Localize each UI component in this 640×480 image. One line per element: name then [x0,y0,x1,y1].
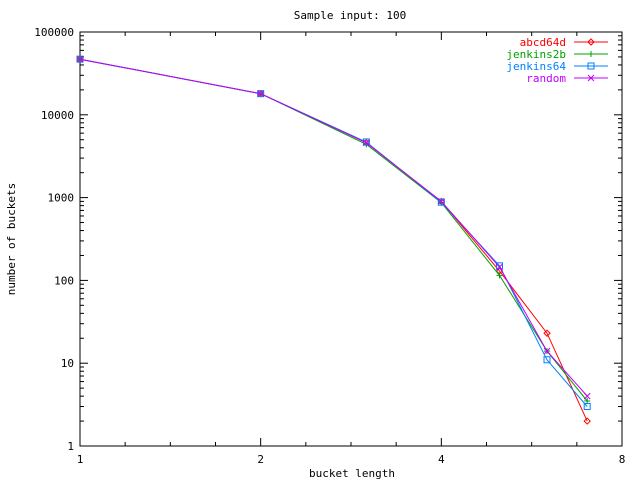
data-point-abcd64d [543,329,551,337]
series-line-jenkins2b [79,58,588,402]
data-point-jenkins64 [583,402,591,410]
x-tick-label: 2 [257,453,264,466]
data-point-random [496,263,503,271]
data-point-random [76,55,84,63]
data-point-jenkins2b [496,272,503,279]
series-layer [76,55,591,425]
y-tick-label: 1 [67,440,74,453]
x-tick-label: 4 [438,453,445,466]
legend-marker-jenkins64 [587,62,595,70]
x-tick-label: 1 [77,453,84,466]
y-tick-label: 10 [61,357,74,370]
chart-title: Sample input: 100 [294,9,407,22]
data-point-random [437,198,445,205]
data-point-jenkins64 [76,55,84,63]
legend-label-jenkins2b: jenkins2b [506,48,566,61]
data-point-jenkins64 [495,262,503,270]
data-point-jenkins64 [437,198,445,206]
series-line-jenkins64 [79,58,588,407]
y-tick-label: 1000 [48,192,75,205]
series-line-abcd64d [79,58,588,422]
data-point-abcd64d [583,417,591,425]
series-random [76,55,591,400]
data-point-random [543,347,551,355]
data-point-jenkins2b [584,397,591,404]
series-line-random [79,58,588,397]
series-abcd64d [76,55,591,425]
y-tick-label: 100 [54,274,74,287]
data-point-random [257,90,265,98]
plot-frame [79,31,623,447]
data-point-jenkins64 [257,90,265,98]
legend-label-abcd64d: abcd64d [520,36,566,49]
data-point-jenkins64 [543,356,551,364]
y-tick-label: 100000 [34,26,74,39]
data-point-random [583,392,591,400]
legend-marker-random [587,74,595,82]
axis-ticks: 1 10 100 1000 10000 100000 1 2 4 8 [34,26,625,466]
legend-label-jenkins64: jenkins64 [506,60,566,73]
series-jenkins2b [77,56,591,404]
legend-marker-abcd64d [587,38,595,46]
data-point-random [362,139,370,147]
x-tick-label: 8 [619,453,626,466]
series-jenkins64 [76,55,591,410]
legend-marker-jenkins2b [588,51,594,57]
y-axis-label: number of buckets [5,183,18,296]
data-point-jenkins64 [362,138,370,146]
x-axis-label: bucket length [309,467,395,480]
y-tick-label: 10000 [41,109,74,122]
legend-label-random: random [526,72,566,85]
